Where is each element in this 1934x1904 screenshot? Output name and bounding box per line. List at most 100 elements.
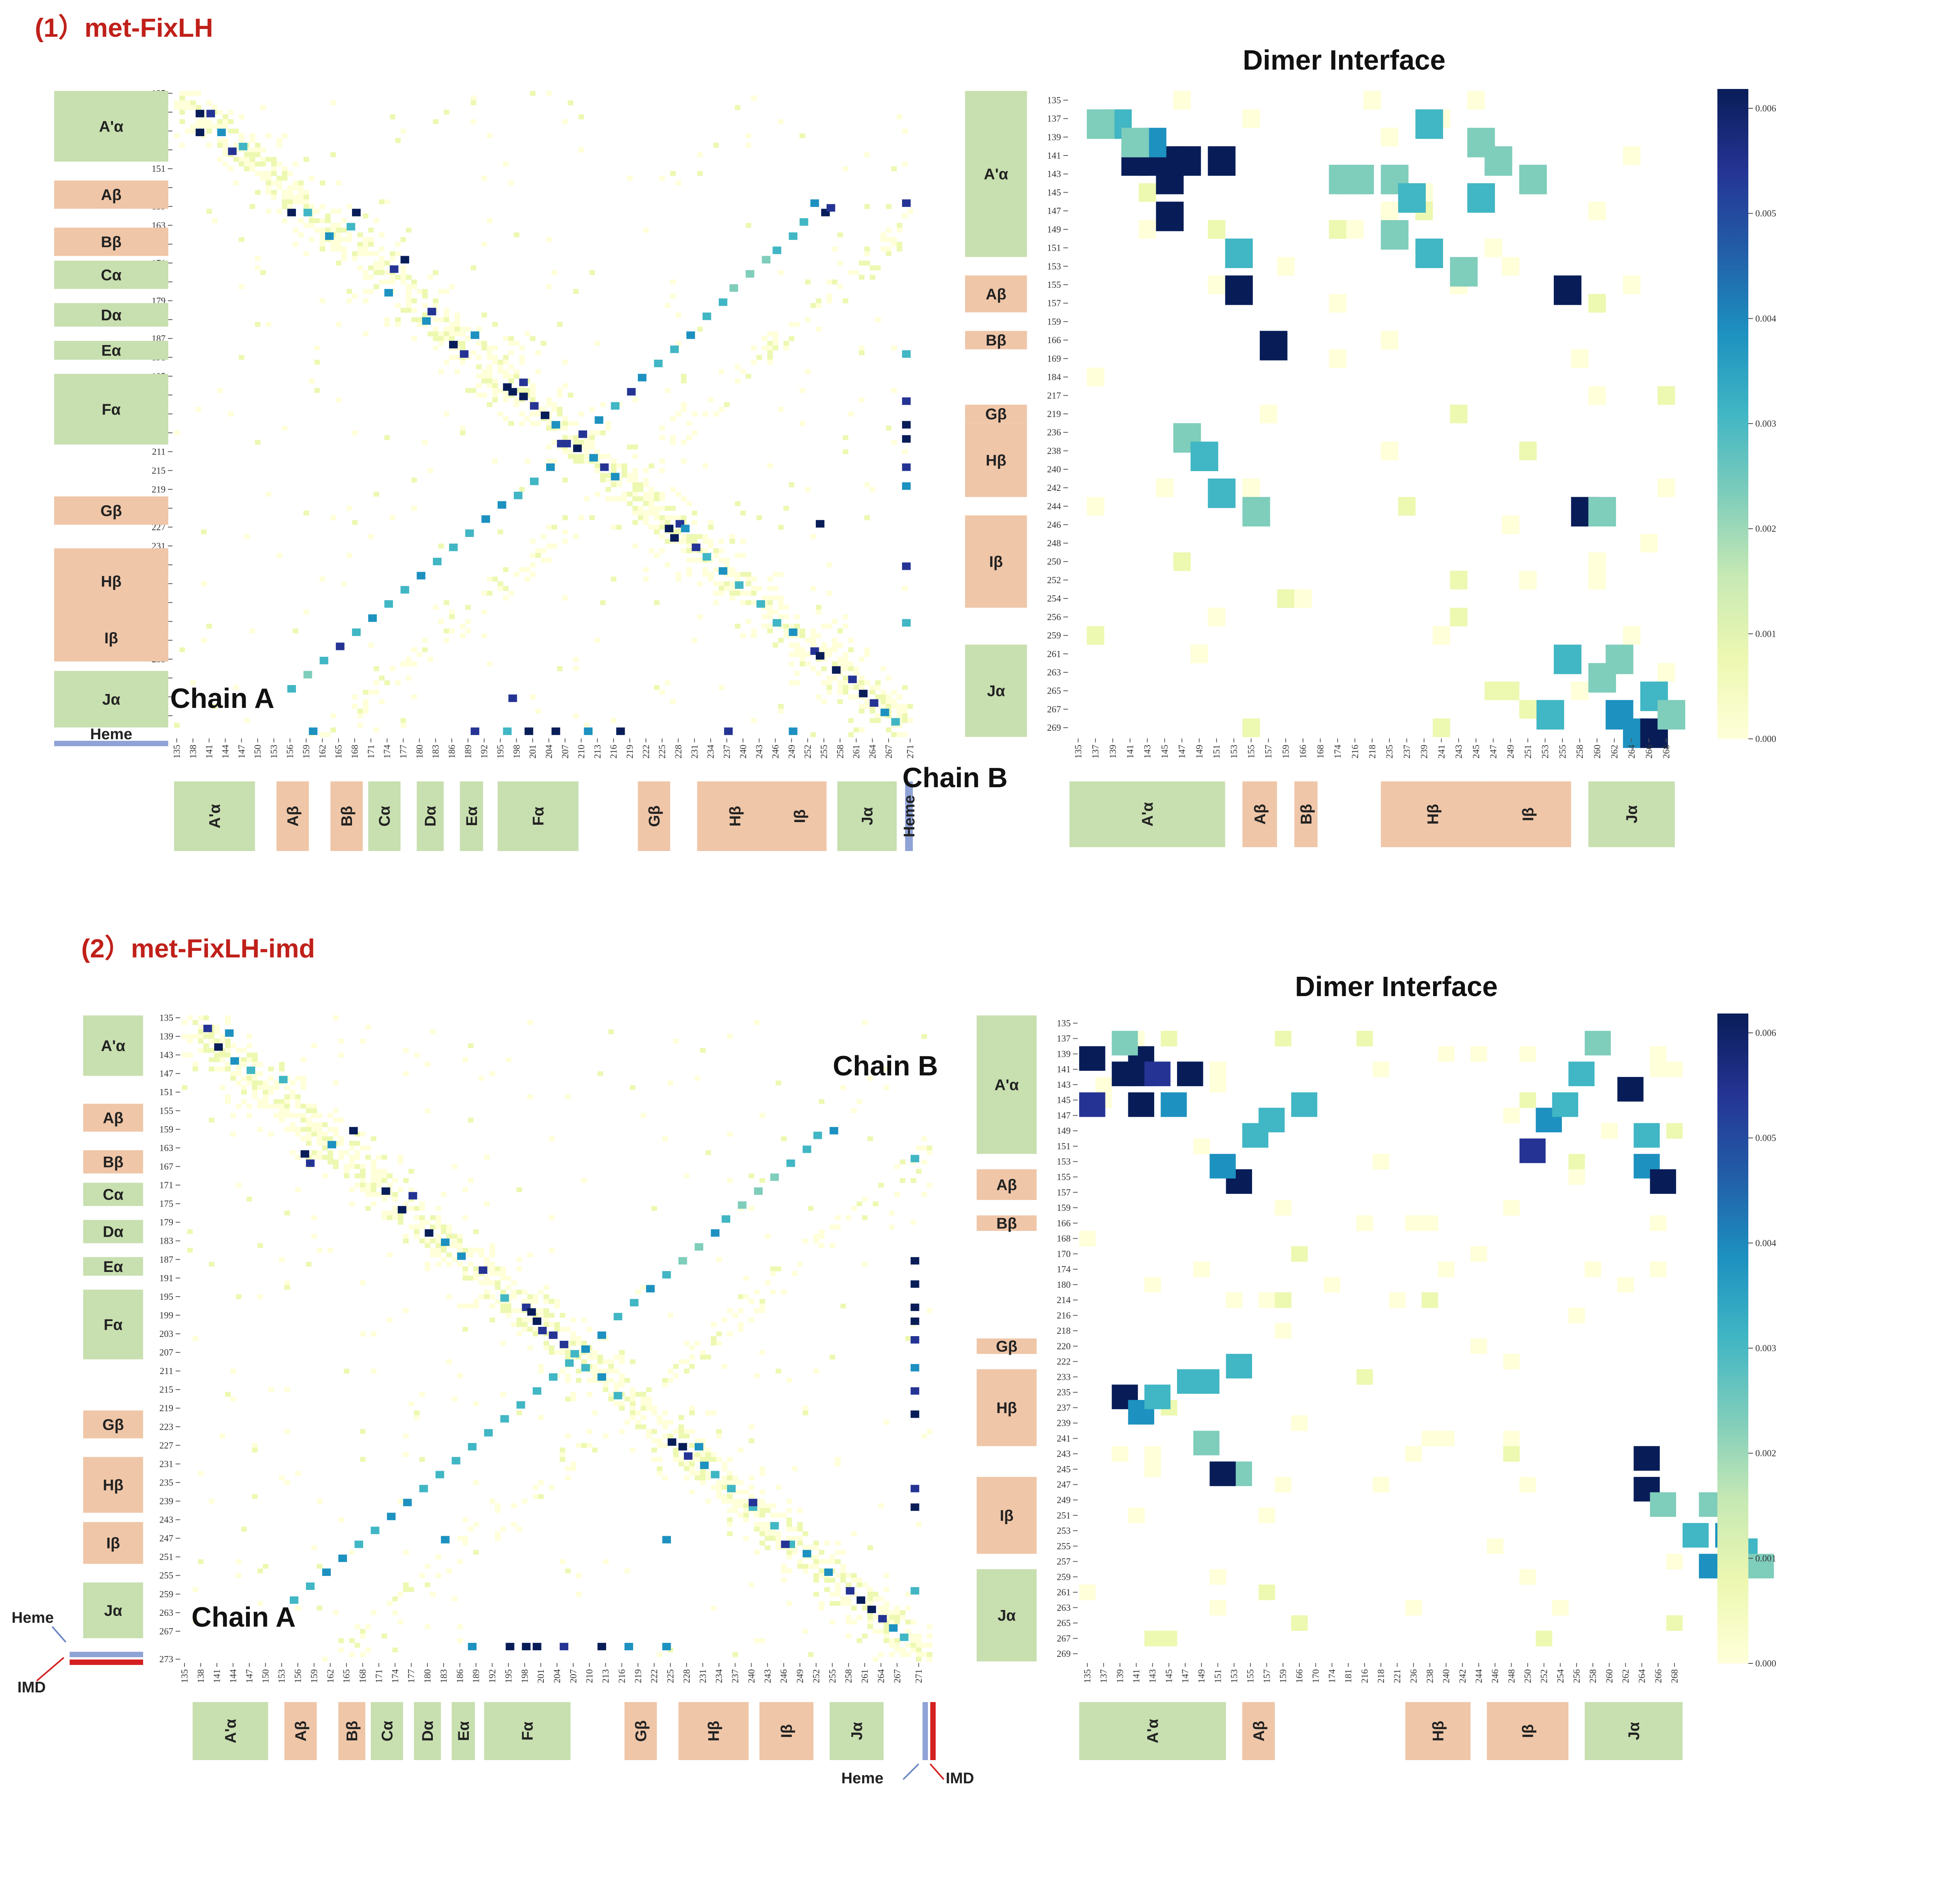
bg-cell	[236, 1067, 242, 1072]
bg-cell	[311, 1131, 317, 1137]
bg-cell	[406, 294, 412, 299]
bg-cell	[781, 1578, 787, 1583]
bg-cell	[565, 1466, 571, 1471]
bg-cell	[832, 643, 838, 648]
heatmap-cell	[786, 1159, 795, 1167]
bg-cell	[767, 614, 773, 619]
bg-cell	[772, 586, 778, 591]
bg-cell	[797, 1508, 803, 1513]
bg-cell	[411, 317, 417, 322]
y-tick-labels: 1351371391411431451471491511531551571591…	[1047, 96, 1068, 733]
x-tick-label: 264	[1637, 1669, 1647, 1683]
bg-cell	[797, 1559, 803, 1564]
bg-cell	[662, 1475, 668, 1480]
bg-cell	[239, 355, 244, 360]
bg-cell	[252, 1494, 258, 1499]
bg-cell	[670, 506, 676, 511]
bg-cell	[867, 1615, 873, 1620]
bg-cell	[916, 1638, 922, 1643]
bg-cell	[365, 1206, 371, 1211]
bg-cell	[319, 732, 325, 737]
bg-cell	[592, 1410, 598, 1415]
bg-cell	[408, 1206, 414, 1211]
bg-cell	[684, 1429, 690, 1434]
bg-cell	[684, 1466, 690, 1471]
heatmap-cell	[279, 1076, 288, 1084]
bg-cell	[206, 128, 212, 134]
y-section-label: Gβ	[103, 1416, 124, 1433]
bg-cell	[230, 1131, 236, 1137]
bg-cell	[425, 1108, 431, 1113]
bg-cell	[201, 529, 207, 535]
bg-cell	[454, 326, 460, 332]
bg-cell	[730, 595, 735, 600]
bg-cell	[657, 1443, 663, 1448]
bg-cell	[425, 1266, 431, 1272]
x-tick-label: 174	[390, 1669, 400, 1683]
heatmap-cell	[225, 1029, 234, 1037]
heatmap-cell	[217, 128, 226, 136]
bg-cell	[578, 454, 584, 459]
bg-cell	[835, 1215, 841, 1220]
bg-cell	[292, 628, 299, 634]
y-tick-label: 219	[152, 485, 166, 495]
bg-cell	[754, 1638, 760, 1643]
bg-cell	[859, 708, 864, 714]
bg-cell	[1485, 681, 1502, 701]
bg-cell	[681, 407, 687, 412]
bg-cell	[794, 643, 800, 648]
x-tick-label: 258	[1588, 1669, 1598, 1683]
bg-cell	[497, 529, 503, 535]
bg-cell	[665, 515, 671, 520]
bg-cell	[292, 180, 299, 186]
bg-cell	[368, 251, 374, 256]
heatmap-chain-ab-fixlh-imd: 1351391431471511551591631671711751791831…	[70, 1013, 936, 1760]
bg-cell	[419, 1220, 425, 1225]
heatmap-cell	[789, 628, 798, 636]
x-tick-label: 137	[1099, 1669, 1109, 1683]
bg-cell	[1138, 183, 1157, 202]
heatmap-cell	[1193, 1369, 1220, 1394]
bg-cell	[316, 1248, 323, 1253]
bg-cell	[891, 242, 897, 247]
y-tick-label: 141	[1057, 1065, 1071, 1075]
bg-cell	[592, 1350, 598, 1355]
bg-cell	[465, 605, 471, 610]
bg-cell	[422, 647, 428, 653]
bg-cell	[630, 1410, 636, 1415]
bg-cell	[826, 591, 832, 596]
y-tick-label: 238	[1047, 446, 1061, 456]
bg-cell	[252, 1062, 258, 1067]
bg-cell	[1433, 718, 1450, 737]
bg-cell	[573, 435, 579, 440]
bg-cell	[659, 525, 665, 530]
bg-cell	[670, 279, 676, 285]
bg-cell	[891, 704, 897, 709]
bg-cell	[266, 492, 272, 497]
bg-cell	[786, 1601, 792, 1606]
bg-cell	[554, 1299, 560, 1304]
x-tick-label: 162	[326, 1669, 336, 1683]
bg-cell	[878, 1605, 884, 1611]
heatmap-cell	[309, 727, 318, 735]
y-tick-label: 203	[159, 1329, 173, 1339]
bg-cell	[282, 190, 288, 195]
y-tick-label: 207	[159, 1348, 173, 1358]
bg-cell	[816, 633, 822, 638]
bg-cell	[530, 539, 536, 544]
bg-cell	[1356, 1031, 1373, 1047]
bg-cell	[748, 1173, 754, 1178]
bg-cell	[651, 1457, 657, 1462]
bg-cell	[500, 1271, 506, 1276]
bg-cell	[255, 322, 261, 327]
bg-cell	[675, 515, 681, 520]
bg-cell	[630, 1359, 636, 1364]
bg-cell	[573, 458, 579, 464]
x-section-label: Hβ	[1430, 1721, 1447, 1741]
bg-cell	[239, 114, 244, 120]
bg-cell	[862, 1633, 868, 1639]
bg-cell	[783, 506, 789, 511]
bg-cell	[659, 176, 665, 181]
y-section-box	[83, 1183, 143, 1206]
bg-cell	[837, 260, 843, 266]
